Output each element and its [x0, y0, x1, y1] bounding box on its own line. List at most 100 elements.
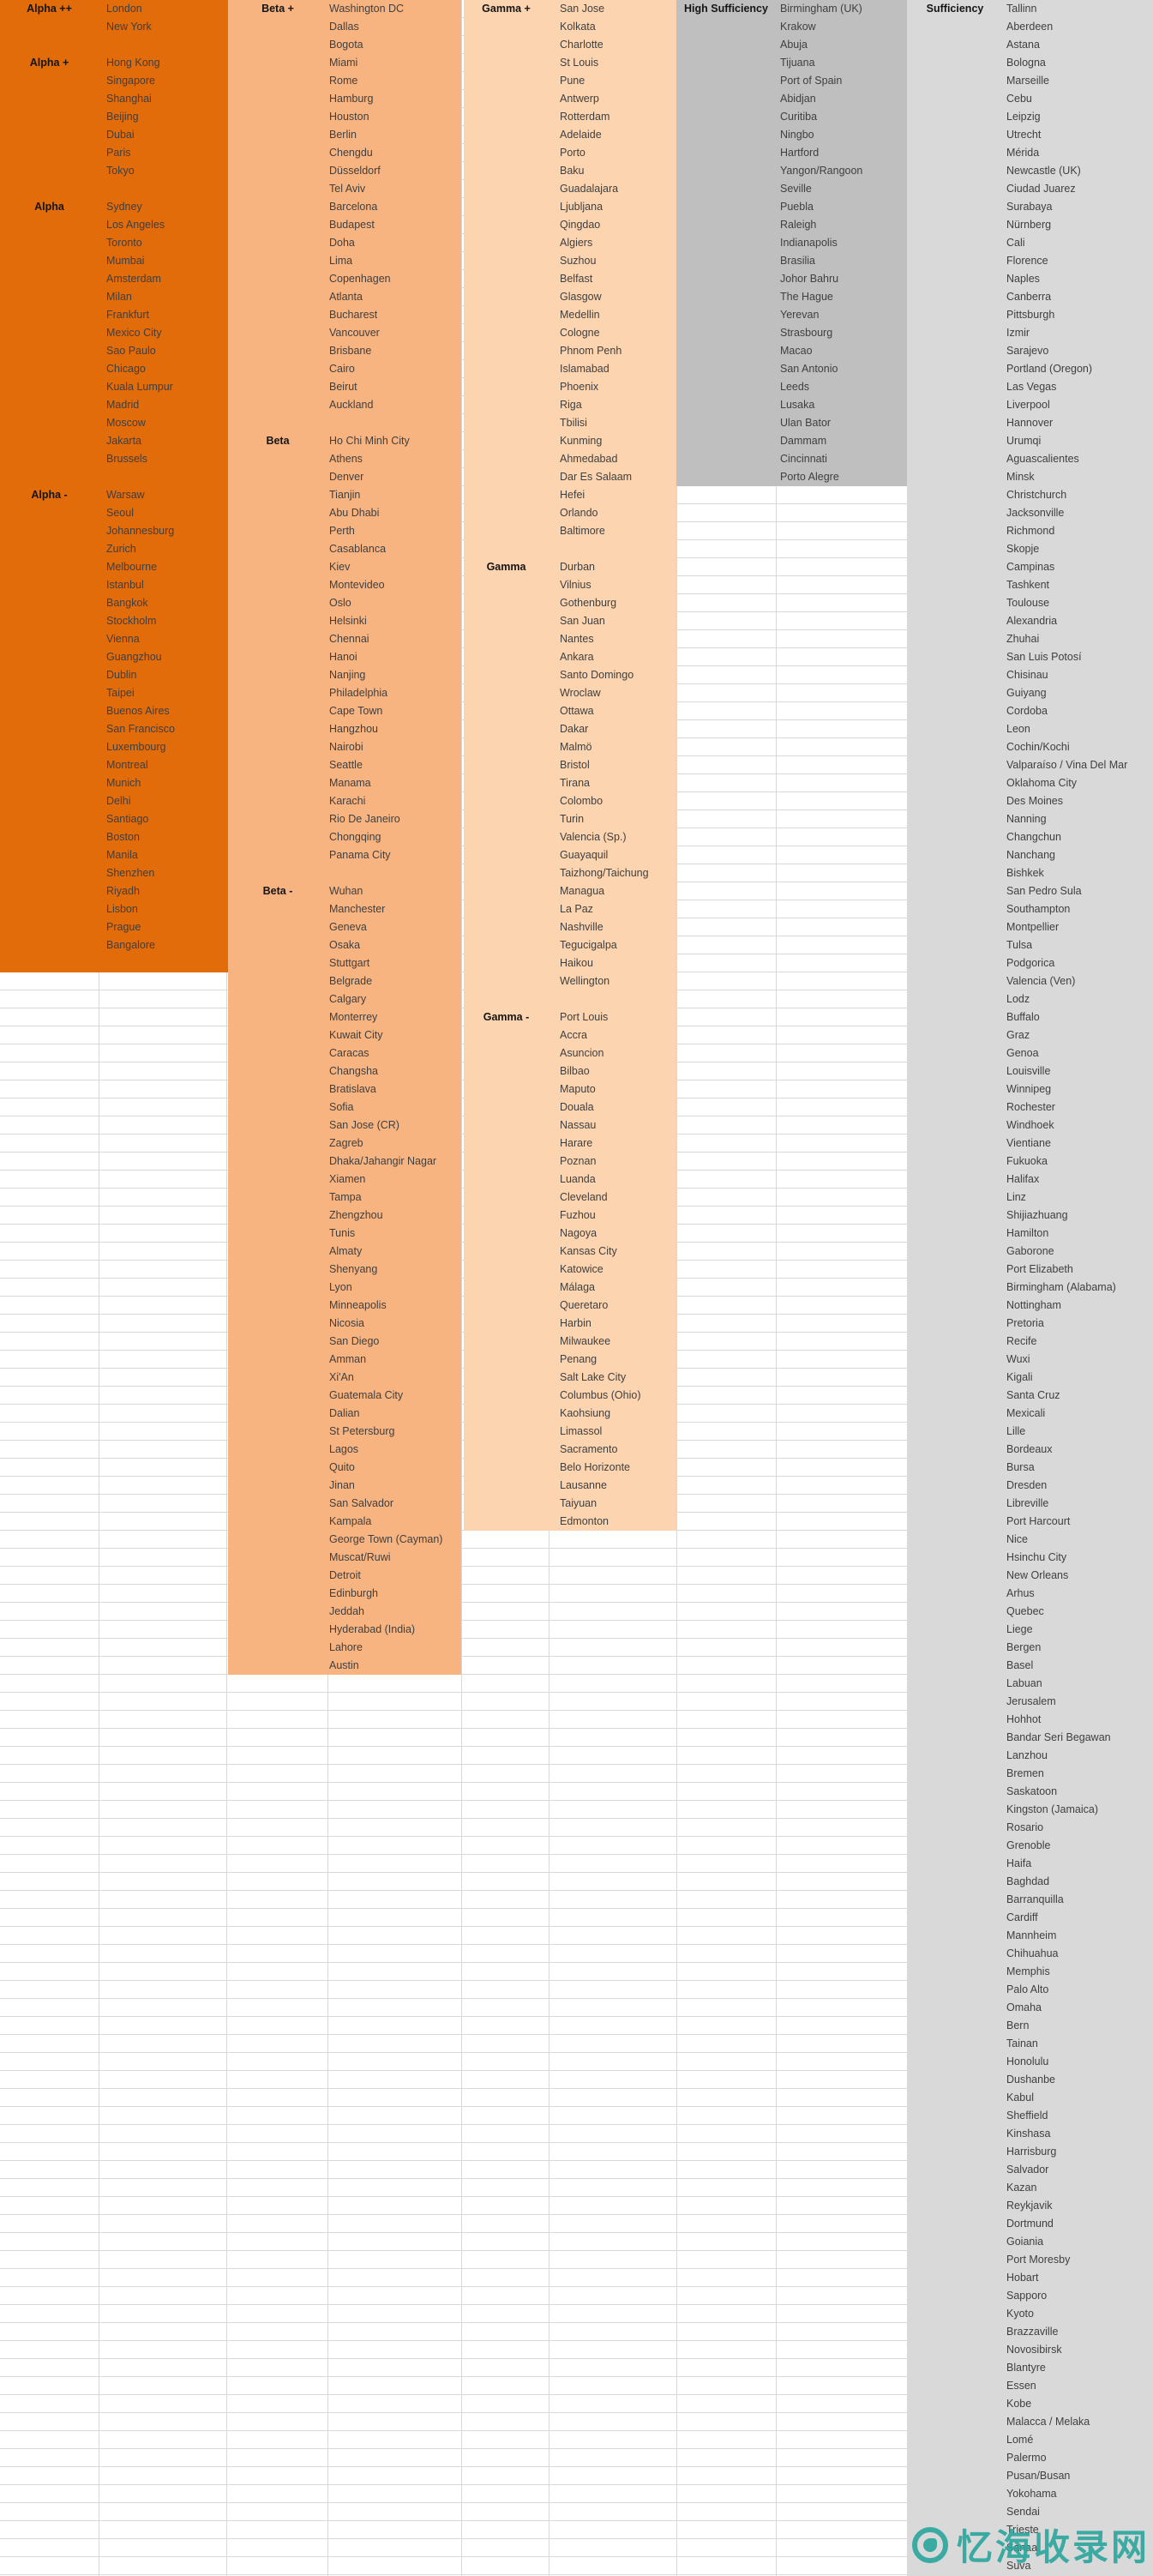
city-cell: Recife — [1006, 1335, 1037, 1347]
city-cell: Sao Paulo — [106, 345, 156, 357]
city-cell: Kiev — [329, 561, 351, 573]
city-cell: Barcelona — [329, 201, 378, 213]
city-cell: Genoa — [1006, 1047, 1039, 1059]
tier-label-gamma-2: Gamma - — [483, 1011, 530, 1023]
city-cell: Los Angeles — [106, 219, 165, 231]
city-cell: Fuzhou — [560, 1209, 596, 1221]
city-cell: Detroit — [329, 1569, 361, 1581]
city-cell: Düsseldorf — [329, 165, 381, 177]
city-cell: Linz — [1006, 1191, 1026, 1203]
city-cell: Port Elizabeth — [1006, 1263, 1073, 1275]
city-cell: Vilnius — [560, 579, 592, 591]
city-cell: Riyadh — [106, 885, 140, 897]
city-cell: Ahmedabad — [560, 453, 618, 465]
city-cell: Dakar — [560, 723, 589, 735]
city-cell: Melbourne — [106, 561, 158, 573]
city-cell: Tulsa — [1006, 939, 1033, 951]
city-cell: Hyderabad (India) — [329, 1623, 416, 1635]
city-cell: Manama — [329, 777, 371, 789]
city-cell: Tegucigalpa — [560, 939, 617, 951]
city-cell: Tainan — [1006, 2037, 1038, 2049]
city-cell: Kunming — [560, 435, 603, 447]
city-cell: Leeds — [780, 381, 810, 393]
city-cell: Macao — [780, 345, 813, 357]
city-cell: Budapest — [329, 219, 375, 231]
city-cell: Shenzhen — [106, 867, 155, 879]
city-cell: Milan — [106, 291, 132, 303]
city-cell: Guadalajara — [560, 183, 619, 195]
city-cell: Quebec — [1006, 1605, 1044, 1617]
city-cell: Penang — [560, 1353, 598, 1365]
city-cell: Ciudad Juarez — [1006, 183, 1076, 195]
city-cell: Cordoba — [1006, 705, 1048, 717]
city-cell: Christchurch — [1006, 489, 1067, 501]
tier-label-beta-0: Beta + — [261, 3, 294, 15]
city-cell: Nairobi — [329, 741, 363, 753]
city-cell: Skopje — [1006, 543, 1040, 555]
city-cell: Beirut — [329, 381, 357, 393]
city-cell: Stockholm — [106, 615, 157, 627]
city-cell: Ankara — [560, 651, 594, 663]
city-cell: Hefei — [560, 489, 586, 501]
city-cell: Brussels — [106, 453, 147, 465]
city-cell: Windhoek — [1006, 1119, 1054, 1131]
city-cell: Louisville — [1006, 1065, 1051, 1077]
city-cell: Luanda — [560, 1173, 596, 1185]
city-cell: Port of Spain — [780, 75, 843, 87]
city-cell: Dhaka/Jahangir Nagar — [329, 1155, 437, 1167]
city-cell: Taizhong/Taichung — [560, 867, 649, 879]
city-cell: Houston — [329, 111, 369, 123]
city-cell: Minsk — [1006, 471, 1035, 483]
city-cell: Dortmund — [1006, 2218, 1054, 2230]
city-cell: Dallas — [329, 21, 359, 33]
city-cell: Valparaíso / Vina Del Mar — [1006, 759, 1128, 771]
city-cell: Chennai — [329, 633, 369, 645]
city-cell: Rotterdam — [560, 111, 610, 123]
city-cell: Atlanta — [329, 291, 363, 303]
city-cell: Cincinnati — [780, 453, 827, 465]
city-cell: Jerusalem — [1006, 1695, 1056, 1707]
city-cell: Essen — [1006, 2380, 1036, 2392]
city-cell: Gaborone — [1006, 1245, 1054, 1257]
city-cell: Birmingham (UK) — [780, 3, 862, 15]
city-cell: Colombo — [560, 795, 604, 807]
city-cell: Kolkata — [560, 21, 596, 33]
city-cell: Belo Horizonte — [560, 1461, 630, 1473]
city-cell: Munich — [106, 777, 141, 789]
city-cell: Nicosia — [329, 1317, 364, 1329]
city-cell: Alexandria — [1006, 615, 1058, 627]
city-cell: Jacksonville — [1006, 507, 1065, 519]
tier-label-beta-2: Beta - — [262, 885, 293, 897]
city-cell: Curitiba — [780, 111, 818, 123]
city-cell: Porto — [560, 147, 586, 159]
city-cell: Rosario — [1006, 1821, 1044, 1833]
city-cell: Moscow — [106, 417, 146, 429]
city-cell: Montevideo — [329, 579, 385, 591]
city-cell: Jinan — [329, 1479, 355, 1491]
city-cell: Brazzaville — [1006, 2326, 1059, 2338]
city-cell: Strasbourg — [780, 327, 833, 339]
city-cell: Tallinn — [1006, 3, 1037, 15]
city-cell: Rome — [329, 75, 358, 87]
city-cell: Bilbao — [560, 1065, 590, 1077]
city-cell: Adelaide — [560, 129, 602, 141]
tier-block-high-sufficiency: High Sufficiency Birmingham (UK) Krakow Abu… — [676, 0, 907, 486]
tier-block-alpha: Alpha ++ London New York Alpha + Hong Kong Si… — [0, 0, 228, 972]
city-cell: Almaty — [329, 1245, 363, 1257]
city-cell: Rio De Janeiro — [329, 813, 400, 825]
city-cell: Port Moresby — [1006, 2254, 1071, 2266]
city-cell: Cochin/Kochi — [1006, 741, 1070, 753]
city-cell: Ningbo — [780, 129, 814, 141]
city-cell: Florence — [1006, 255, 1048, 267]
tier-label-gamma-0: Gamma + — [482, 3, 531, 15]
city-cell: Auckland — [329, 399, 374, 411]
tier-block-gamma: Gamma + San Jose Kolkata Charlotte St Louis P… — [464, 0, 676, 1531]
city-cell: Tashkent — [1006, 579, 1050, 591]
city-cell: Singapore — [106, 75, 155, 87]
city-cell: Tianjin — [329, 489, 361, 501]
city-cell: Ottawa — [560, 705, 594, 717]
city-cell: Caracas — [329, 1047, 369, 1059]
city-cell: Frankfurt — [106, 309, 150, 321]
city-cell: Accra — [560, 1029, 587, 1041]
city-cell: San Luis Potosí — [1006, 651, 1082, 663]
